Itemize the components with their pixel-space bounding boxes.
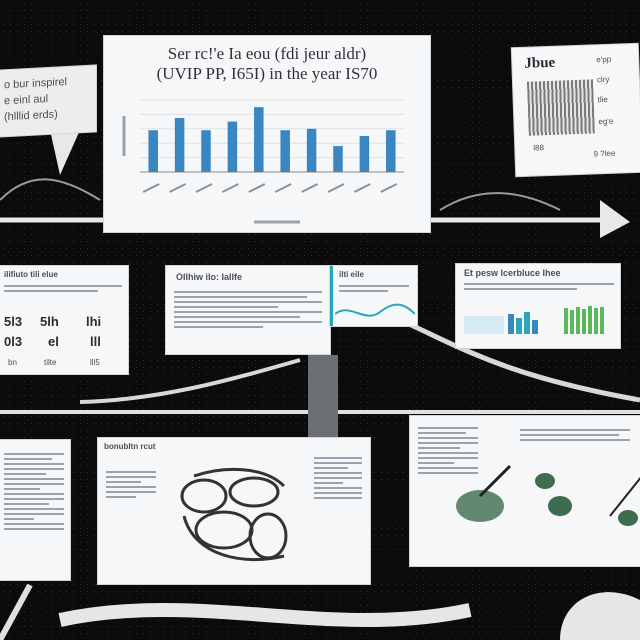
bottom-center-heading: bonubltn rcut	[104, 442, 156, 451]
chart-card: Ser rc!'e Ia eou (fdi jeur aldr) (UVIP P…	[104, 36, 430, 232]
mid-center-text-lines	[174, 288, 322, 331]
bottom-right-illustrations	[456, 464, 640, 526]
mid-center-heading: Ollhiw ilo: Iallfe	[176, 272, 243, 282]
tick-label-mark	[248, 183, 266, 193]
stat-1: 5l3	[4, 314, 23, 329]
chart-title: Ser rc!'e Ia eou (fdi jeur aldr) (UVIP P…	[104, 44, 430, 84]
bar	[201, 130, 211, 172]
bottom-right-top-lines	[520, 426, 630, 444]
tick-label-mark	[274, 183, 292, 193]
mid-center-side-lines	[339, 282, 409, 295]
mid-center-card: Ollhiw ilo: Iallfe	[166, 266, 330, 354]
mid-left-card: ilifiuto tili elue 5l3 5lh lhi 0l3 el ll…	[0, 266, 128, 374]
top-right-tag: l88	[533, 143, 545, 153]
stat-4: 0l3	[4, 334, 23, 349]
bar	[148, 130, 158, 172]
bar	[254, 107, 264, 172]
bar	[386, 130, 396, 172]
bubble-line-2: e einl aul	[4, 92, 49, 108]
bar	[280, 130, 290, 172]
tick-label-mark	[142, 183, 160, 193]
bottom-right-left-lines	[418, 424, 478, 477]
bar-chart	[122, 99, 404, 224]
top-right-side-5: 9 ?lee	[593, 148, 616, 159]
foot-2: tilte	[44, 358, 57, 367]
stat-2: 5lh	[40, 314, 59, 329]
mid-right-heading: Et pesw lcerbluce lhee	[464, 268, 561, 278]
foot-1: bn	[8, 358, 17, 367]
top-right-card: Jbue e'pp clry tlie eg'e 9 ?lee l88	[511, 43, 640, 177]
mid-center-side-wave	[335, 303, 415, 317]
chart-title-line-2: (UVIP PP, I65I) in the year IS70	[156, 64, 378, 83]
bar	[359, 136, 370, 172]
mid-right-text-lines	[464, 280, 614, 293]
bar	[227, 121, 238, 172]
stat-6: lll	[90, 334, 101, 349]
top-right-side-1: e'pp	[596, 54, 612, 65]
bottom-center-right-lines	[314, 454, 362, 502]
tick-label-mark	[380, 183, 398, 193]
stat-5: el	[48, 334, 59, 349]
chart-title-line-1: Ser rc!'e Ia eou (fdi jeur aldr)	[167, 44, 367, 63]
molecule-diagram	[180, 467, 288, 562]
bubble-line-1: o bur inspirel	[4, 76, 67, 92]
mid-left-header: ilifiuto tili elue	[4, 270, 58, 279]
stat-3: lhi	[86, 314, 102, 329]
bottom-left-card	[0, 440, 70, 580]
bar	[174, 118, 185, 172]
foot-3: lll5	[90, 358, 100, 367]
mid-right-mini-charts	[464, 306, 604, 334]
top-right-figure	[526, 79, 595, 136]
bar	[306, 128, 317, 172]
bottom-right-card	[410, 416, 640, 566]
bar	[333, 146, 343, 172]
left-speech-bubble: o bur inspirel e einl aul (hlllid erds)	[0, 65, 96, 137]
top-right-side-4: eg'e	[598, 116, 614, 127]
tick-label-mark	[221, 183, 239, 193]
tick-label-mark	[195, 183, 213, 193]
top-right-side-3: tlie	[597, 94, 609, 105]
tick-label-mark	[301, 183, 319, 193]
bubble-line-3: (hlllid erds)	[4, 108, 58, 124]
tick-label-mark	[327, 183, 345, 193]
bottom-center-left-lines	[106, 468, 156, 501]
mid-left-text-lines	[4, 282, 122, 295]
tick-label-mark	[353, 183, 371, 193]
mid-center-side-heading: ilti eile	[339, 270, 364, 279]
mid-center-side-card: ilti eile	[330, 266, 417, 326]
top-right-side-2: clry	[596, 74, 610, 85]
bottom-left-text-lines	[4, 450, 64, 533]
top-right-heading: Jbue	[524, 54, 556, 72]
bottom-center-card: bonubltn rcut	[98, 438, 370, 584]
mid-right-card: Et pesw lcerbluce lhee	[456, 264, 620, 348]
tick-label-mark	[169, 183, 187, 193]
